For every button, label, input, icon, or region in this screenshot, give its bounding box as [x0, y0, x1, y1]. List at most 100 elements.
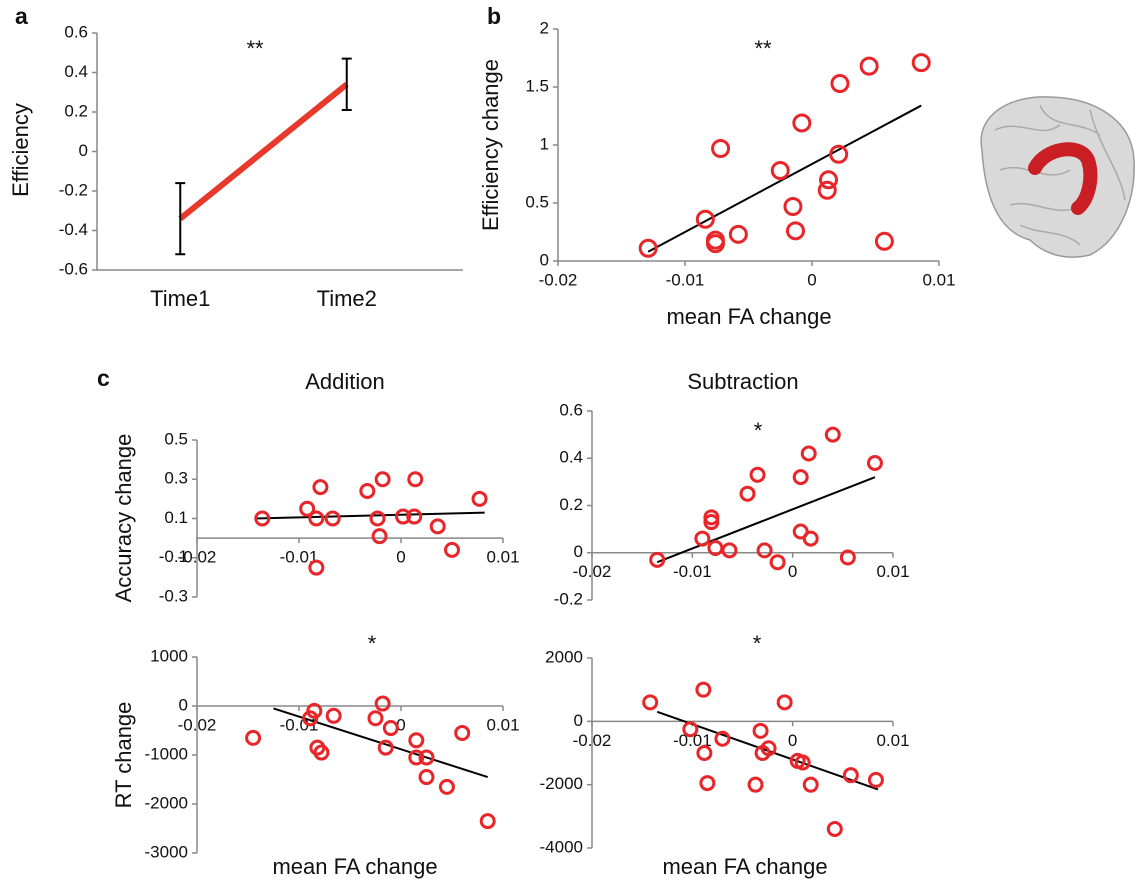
x-tick-label: 0.01 — [922, 270, 955, 289]
data-point — [874, 231, 894, 251]
y-axis-title: Efficiency — [8, 103, 33, 197]
y-tick-label: 0.4 — [64, 62, 88, 81]
y-tick-label: 0.1 — [164, 508, 188, 527]
data-point — [802, 776, 819, 793]
data-point — [254, 510, 271, 527]
data-point — [408, 732, 425, 749]
data-point — [374, 695, 391, 712]
data-point — [792, 113, 812, 133]
significance: ** — [754, 36, 772, 61]
data-point — [770, 161, 790, 181]
data-point — [438, 778, 455, 795]
y-tick-label: 1000 — [150, 646, 188, 665]
data-point — [308, 559, 325, 576]
data-point — [802, 530, 819, 547]
y-tick-label: 0 — [574, 542, 583, 561]
data-point — [800, 445, 817, 462]
y-tick-label: 1.5 — [525, 76, 549, 95]
data-point — [867, 771, 884, 788]
data-point — [359, 483, 376, 500]
x-tick-label: 0.01 — [876, 731, 909, 750]
data-point — [454, 724, 471, 741]
data-point — [794, 754, 811, 771]
data-point — [776, 694, 793, 711]
x-tick-label: 0 — [788, 731, 797, 750]
data-point — [859, 56, 879, 76]
data-point — [747, 776, 764, 793]
data-point — [694, 530, 711, 547]
x-tick-label: 0 — [396, 715, 405, 734]
x-tick-label: 0.01 — [486, 715, 519, 734]
y-tick-label: -0.1 — [159, 547, 188, 566]
y-tick-label: 0.5 — [164, 429, 188, 448]
data-point — [371, 528, 388, 545]
data-point — [418, 769, 435, 786]
x-tick-label: -0.02 — [178, 715, 217, 734]
y-tick-label: 0.3 — [164, 469, 188, 488]
error-bar — [175, 182, 186, 256]
x-axis-title: mean FA change — [272, 854, 437, 879]
data-point — [429, 518, 446, 535]
data-point — [792, 469, 809, 486]
brain-illustration — [980, 96, 1135, 258]
data-point — [749, 466, 766, 483]
data-point — [471, 490, 488, 507]
data-point — [703, 509, 720, 526]
data-point — [785, 221, 805, 241]
x-tick-label: Time1 — [150, 286, 210, 311]
data-point — [711, 138, 731, 158]
data-point — [367, 710, 384, 727]
data-point — [308, 510, 325, 527]
data-point — [418, 749, 435, 766]
x-tick-label: -0.02 — [539, 270, 578, 289]
significance: * — [368, 631, 377, 656]
panel-label: a — [15, 3, 28, 29]
y-axis-title: Accuracy change — [111, 434, 136, 603]
y-tick-label: 0.6 — [559, 400, 583, 419]
data-point — [325, 707, 342, 724]
data-line — [178, 82, 349, 221]
trend-line — [656, 476, 876, 564]
data-point — [842, 767, 859, 784]
data-point — [377, 739, 394, 756]
data-point — [769, 554, 786, 571]
data-point — [696, 745, 713, 761]
data-point — [299, 500, 316, 517]
y-tick-label: -2000 — [145, 793, 188, 812]
panel-title: Addition — [305, 369, 385, 394]
data-point — [911, 53, 931, 73]
significance: ** — [246, 36, 264, 61]
data-point — [817, 180, 837, 200]
data-point — [783, 196, 803, 216]
x-tick-label: -0.01 — [280, 548, 319, 567]
y-tick-label: -0.4 — [59, 220, 88, 239]
panel-label: b — [487, 3, 501, 29]
data-point — [760, 740, 777, 757]
y-tick-label: 1 — [540, 134, 549, 153]
data-point — [407, 471, 424, 488]
data-point — [824, 426, 841, 443]
data-point — [819, 170, 839, 190]
y-tick-label: -3000 — [145, 842, 188, 861]
data-point — [839, 549, 856, 566]
x-tick-label: Time2 — [317, 286, 377, 311]
data-point — [705, 234, 725, 254]
y-tick-label: 0.2 — [559, 495, 583, 514]
y-tick-label: 0 — [179, 695, 188, 714]
data-point — [703, 514, 720, 531]
y-tick-label: -1000 — [145, 744, 188, 763]
data-point — [695, 681, 712, 698]
y-tick-label: 2 — [540, 18, 549, 37]
x-tick-label: -0.02 — [573, 562, 612, 581]
x-tick-label: 0 — [807, 270, 816, 289]
data-point — [324, 510, 341, 527]
data-point — [369, 510, 386, 527]
y-tick-label: -0.3 — [159, 586, 188, 605]
data-point — [444, 541, 460, 558]
x-tick-label: -0.01 — [673, 562, 712, 581]
y-tick-label: 0 — [79, 141, 88, 160]
y-tick-label: 2000 — [545, 647, 583, 666]
x-tick-label: -0.01 — [673, 731, 712, 750]
